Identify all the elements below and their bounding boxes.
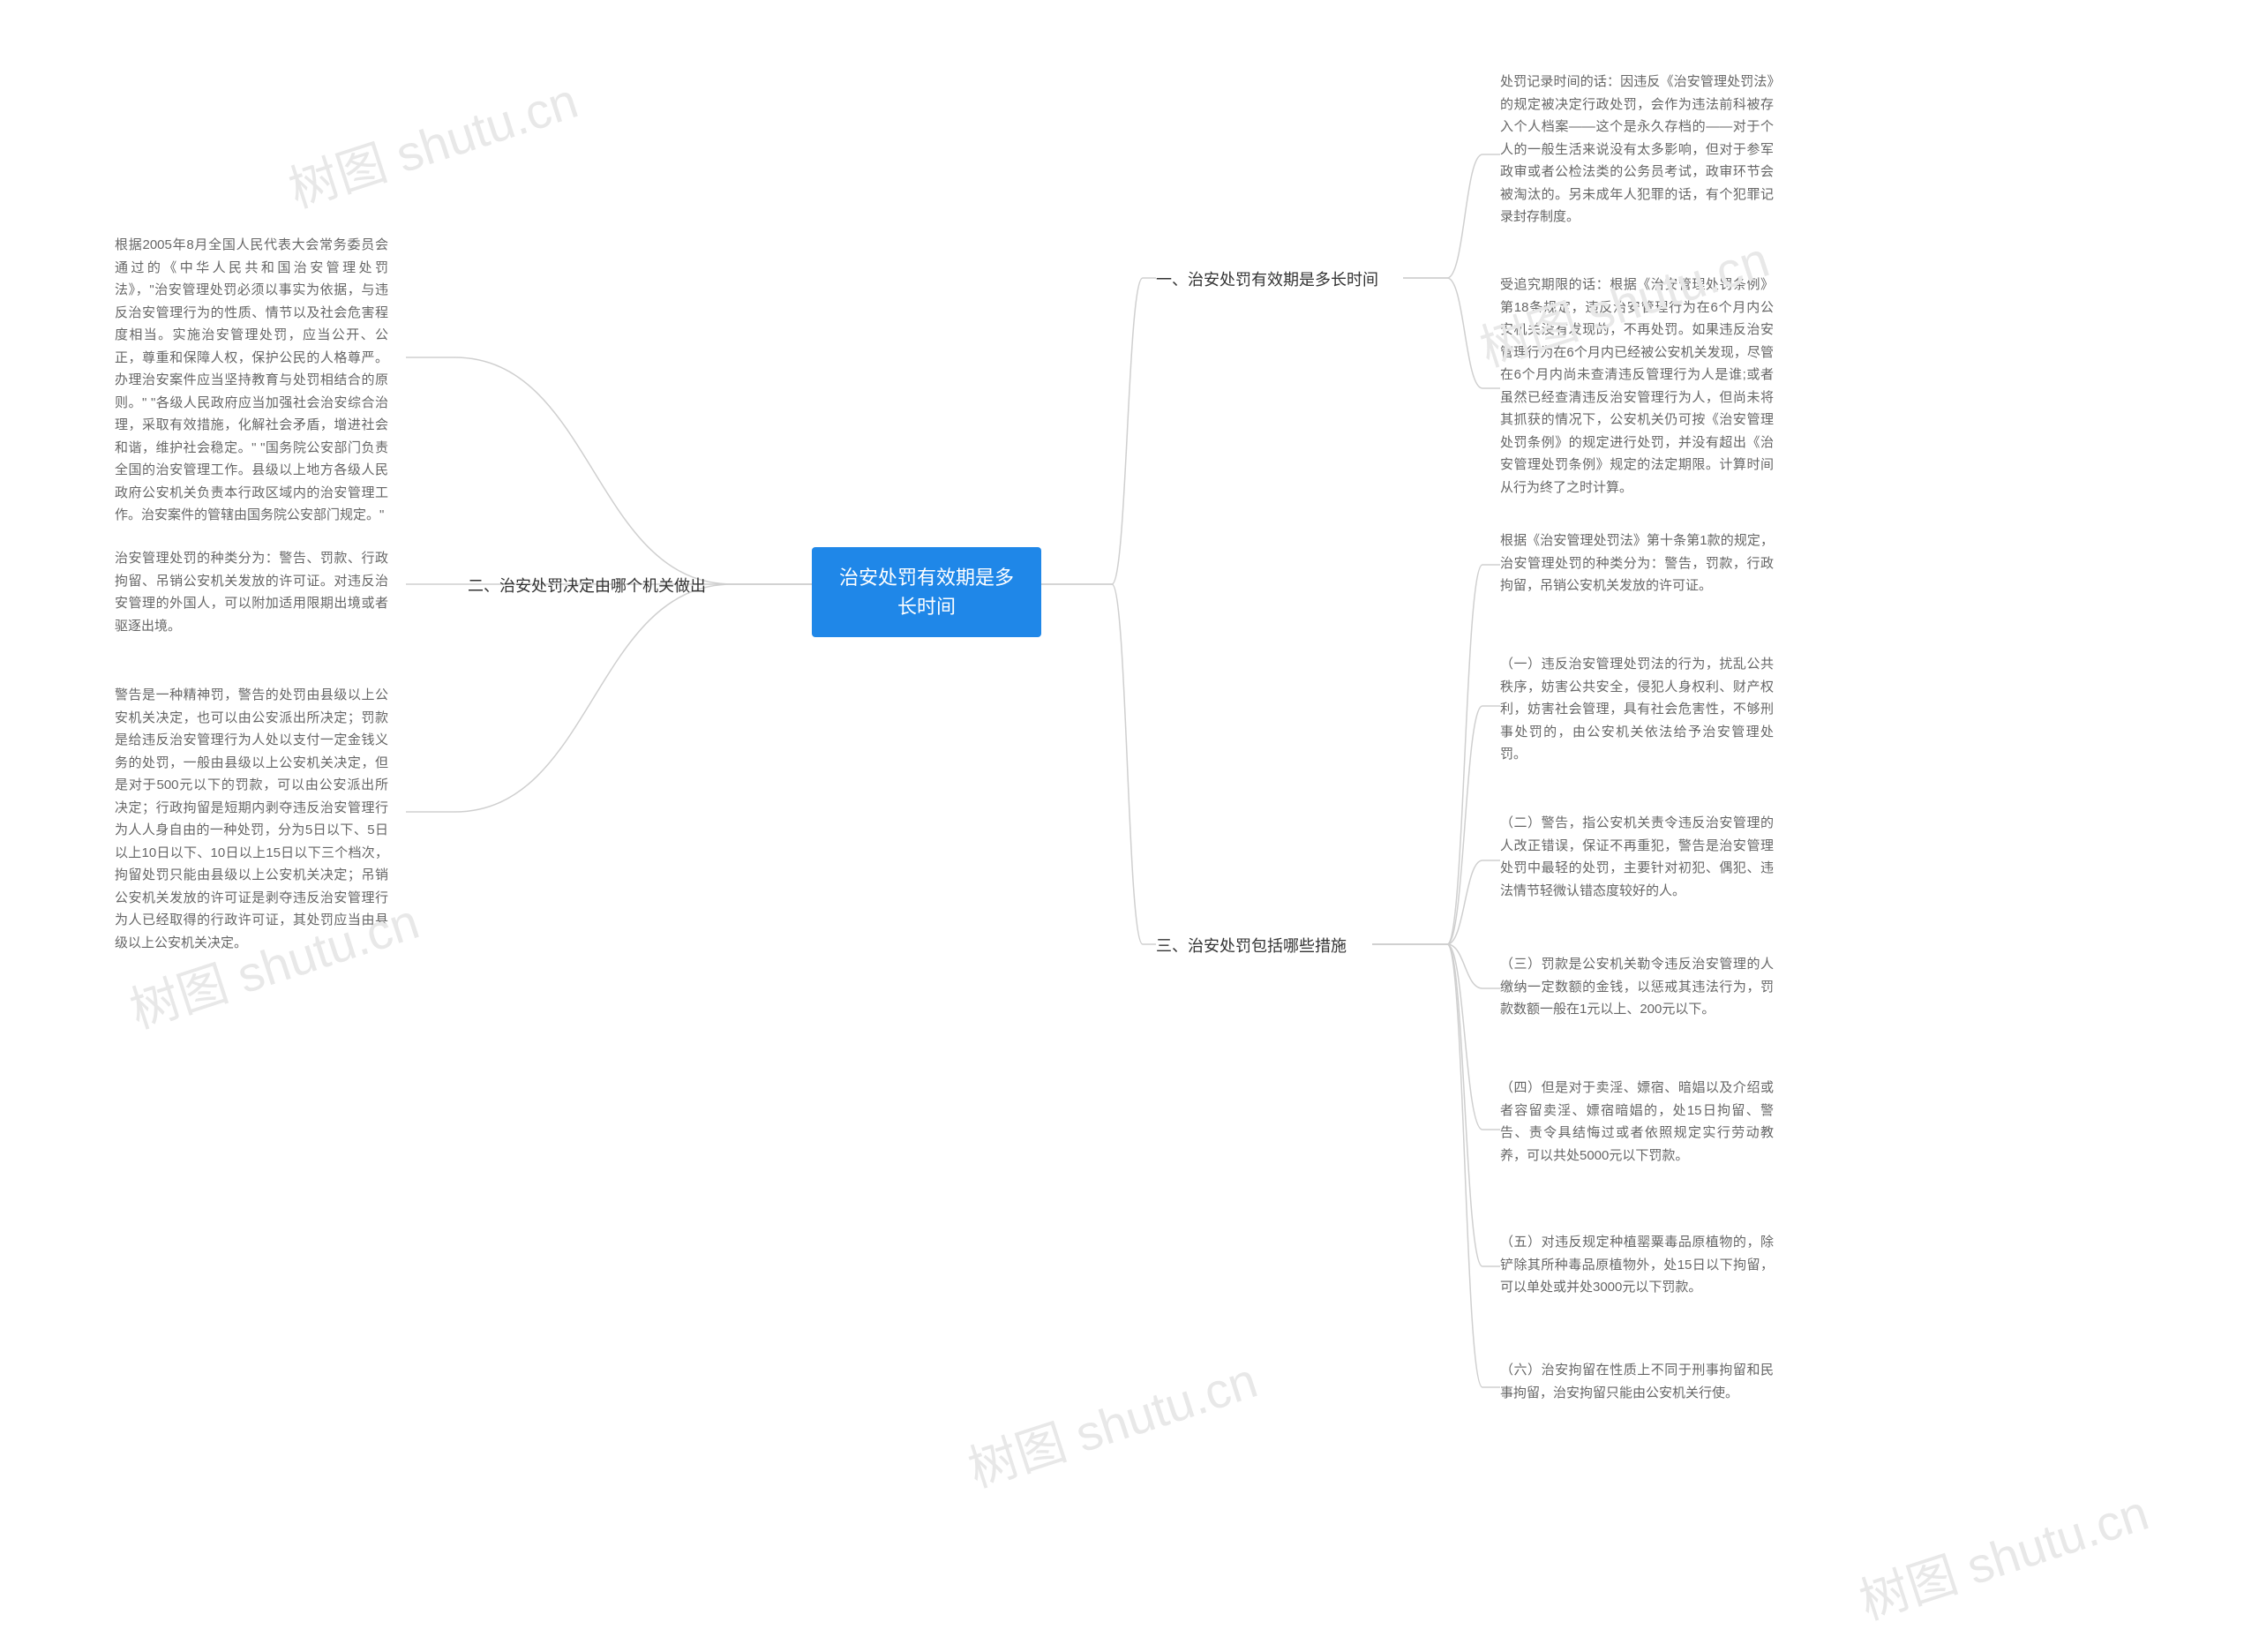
leaf-left-0: 根据2005年8月全国人民代表大会常务委员会通过的《中华人民共和国治安管理处罚法…: [115, 234, 388, 527]
leaf-left-2: 警告是一种精神罚，警告的处罚由县级以上公安机关决定，也可以由公安派出所决定；罚款…: [115, 684, 388, 954]
leaf-rtop-1: 受追究期限的话：根据《治安管理处罚条例》第18条规定，违反治安管理行为在6个月内…: [1500, 274, 1774, 499]
leaf-rbot-4: （四）但是对于卖淫、嫖宿、暗娼以及介绍或者容留卖淫、嫖宿暗娼的，处15日拘留、警…: [1500, 1077, 1774, 1167]
leaf-rbot-2: （二）警告，指公安机关责令违反治安管理的人改正错误，保证不再重犯，警告是治安管理…: [1500, 812, 1774, 902]
branch-left-label[interactable]: 二、治安处罚决定由哪个机关做出: [468, 574, 706, 597]
watermark-3: 树图 shutu.cn: [958, 1341, 1265, 1502]
watermark-4: 树图 shutu.cn: [1850, 1474, 2157, 1634]
watermark-0: 树图 shutu.cn: [279, 62, 586, 222]
center-node[interactable]: 治安处罚有效期是多长时间: [812, 547, 1041, 637]
leaf-rtop-0: 处罚记录时间的话：因违反《治安管理处罚法》的规定被决定行政处罚，会作为违法前科被…: [1500, 71, 1774, 229]
branch-right-top-label[interactable]: 一、治安处罚有效期是多长时间: [1156, 267, 1378, 290]
leaf-rbot-0: 根据《治安管理处罚法》第十条第1款的规定，治安管理处罚的种类分为：警告，罚款，行…: [1500, 529, 1774, 597]
leaf-rbot-3: （三）罚款是公安机关勒令违反治安管理的人缴纳一定数额的金钱，以惩戒其违法行为，罚…: [1500, 953, 1774, 1021]
branch-right-bottom-label[interactable]: 三、治安处罚包括哪些措施: [1156, 934, 1347, 957]
leaf-rbot-5: （五）对违反规定种植罂粟毒品原植物的，除铲除其所种毒品原植物外，处15日以下拘留…: [1500, 1231, 1774, 1299]
leaf-left-1: 治安管理处罚的种类分为：警告、罚款、行政拘留、吊销公安机关发放的许可证。对违反治…: [115, 547, 388, 637]
leaf-rbot-6: （六）治安拘留在性质上不同于刑事拘留和民事拘留，治安拘留只能由公安机关行使。: [1500, 1359, 1774, 1404]
leaf-rbot-1: （一）违反治安管理处罚法的行为，扰乱公共秩序，妨害公共安全，侵犯人身权利、财产权…: [1500, 653, 1774, 766]
